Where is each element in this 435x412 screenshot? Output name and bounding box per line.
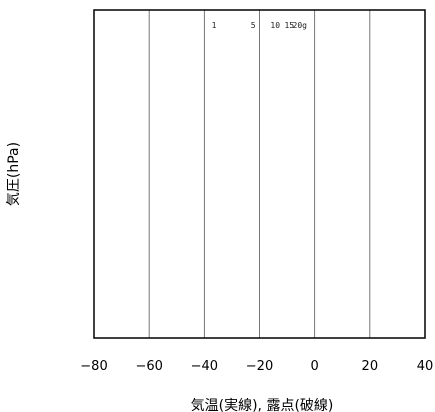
x-tick-label: −80 [80,359,107,374]
x-tick-label: −20 [246,359,273,374]
mixing-ratio-label: 10 [270,21,280,30]
x-tick-label: 40 [417,359,434,374]
y-axis-label: 気圧(hPa) [6,142,22,206]
x-axis-label: 気温(実線), 露点(破線) [191,398,334,412]
x-tick-label: −60 [135,359,162,374]
x-tick-labels: −80 −60 −40 −20 0 20 40 [80,359,433,374]
plot-frame [93,9,426,339]
mixing-ratio-label: 1 [212,21,217,30]
mixing-ratio-label: 15 [284,21,294,30]
x-tick-label: 20 [362,359,379,374]
x-tick-label: 0 [311,359,319,374]
x-tick-label: −40 [191,359,218,374]
mixing-ratio-label: 5 [251,21,256,30]
mixing-ratio-label: 20g [293,21,308,30]
grid-lines [93,10,426,338]
